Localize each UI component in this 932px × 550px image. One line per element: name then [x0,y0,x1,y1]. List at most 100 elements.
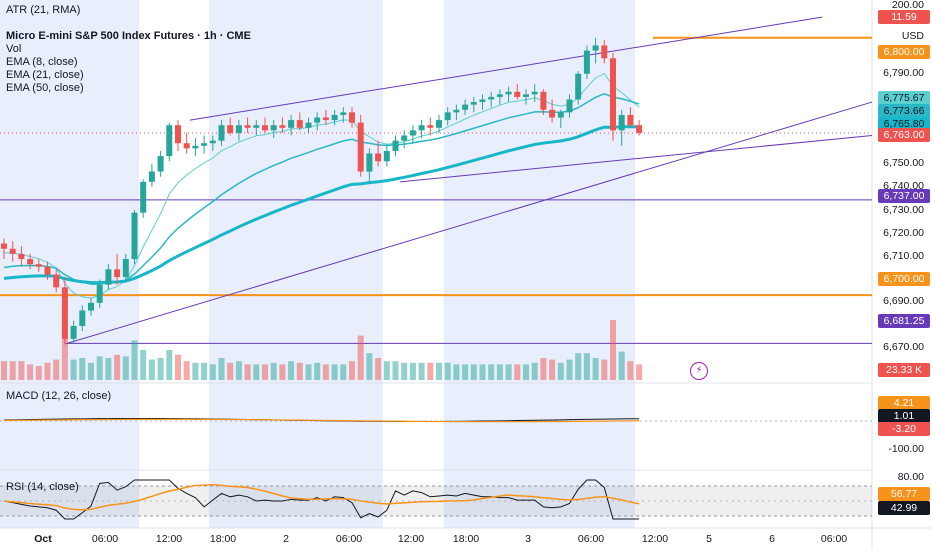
x-label: 5 [706,533,712,545]
candle [35,264,42,267]
candle [157,156,164,172]
candle [357,122,364,172]
volume-bar [453,364,460,380]
level-tag: 6,700.00 [878,272,930,286]
volume-bar [357,335,364,380]
volume-bar [183,361,190,380]
lightning-icon[interactable]: ⚡ [690,362,708,380]
volume-bar [557,362,564,380]
price-tick: 6,710.00 [883,250,924,262]
atr-top-label: 200.00 [891,0,924,11]
price-tick: 6,670.00 [883,341,924,353]
volume-bar [610,320,616,380]
macd-signal [3,418,640,423]
volume-bar [235,361,242,380]
volume-bar [88,362,94,380]
candle [557,112,564,118]
volume-bar [157,358,164,380]
x-label: 2 [283,533,289,545]
candle [61,287,68,339]
volume-bar [575,353,582,380]
price-tick: 6,690.00 [883,295,924,307]
volume-bar [227,362,234,380]
candle [340,112,347,115]
volume-bar [505,364,512,380]
macd-tag: 4.21 [878,396,930,410]
candle [27,259,34,265]
volume-bar [375,358,382,380]
volume-bar [53,359,60,380]
level-tag: 6,737.00 [878,189,930,203]
volume-bar [175,354,181,380]
candle [531,91,538,95]
price-tick: 6,750.00 [883,157,924,169]
volume-bar [627,361,634,380]
candle [9,248,16,254]
price-tick: 6,730.00 [883,204,924,216]
candle [505,91,512,95]
x-label: 18:00 [452,533,480,545]
volume-bar [340,364,347,380]
x-label: 6 [769,533,775,545]
candle [1,243,7,249]
candle [375,153,382,162]
candle [105,269,112,285]
volume-bar [331,364,338,380]
ema8-legend: EMA (8, close) [6,56,78,68]
volume-bar [470,364,477,380]
volume-bar [514,364,521,380]
candle [218,125,225,141]
candle [496,94,503,97]
ema21-tag: 6,773.66 [878,104,930,118]
volume-bar [201,362,208,380]
symbol-title: Micro E-mini S&P 500 Index Futures · 1h … [6,30,251,42]
candle [575,73,582,100]
candle [227,125,234,133]
candle [270,125,277,131]
candle [279,125,286,128]
x-label: 3 [525,533,531,545]
volume-bar [209,364,216,380]
candle [96,284,103,303]
candle [610,58,616,131]
x-label: Oct [34,533,52,545]
x-label: 12:00 [155,533,183,545]
volume-bar [131,340,138,380]
volume-bar [540,358,547,380]
candle [314,117,321,123]
candle [514,91,521,97]
candle [409,130,416,136]
volume-bar [288,361,295,380]
volume-bar [270,362,277,380]
candle [183,143,190,149]
volume-bar [70,359,77,380]
candle [436,120,442,128]
candle [636,125,643,133]
volume-bar [427,362,434,380]
candle [305,122,312,128]
candle [209,140,216,144]
volume-bar [488,364,495,380]
candle [418,125,425,131]
volume-bar [549,359,556,380]
macd-tag: -3.20 [878,422,930,436]
candle [383,150,390,162]
x-label: 06:00 [577,533,605,545]
candle [44,266,51,275]
session-shade [443,0,636,528]
candle [618,114,625,131]
volume-bar [531,362,538,380]
macd-tag: 1.01 [878,409,930,423]
volume-bar [296,362,303,380]
volume-bar [140,350,147,380]
x-label: 06:00 [820,533,848,545]
candle [540,91,547,110]
candle [479,99,486,103]
candle [148,171,155,182]
candle [488,96,495,100]
candle [18,253,25,260]
volume-bar [218,358,225,380]
volume-bar [366,353,373,380]
ema50-legend: EMA (50, close) [6,82,84,94]
